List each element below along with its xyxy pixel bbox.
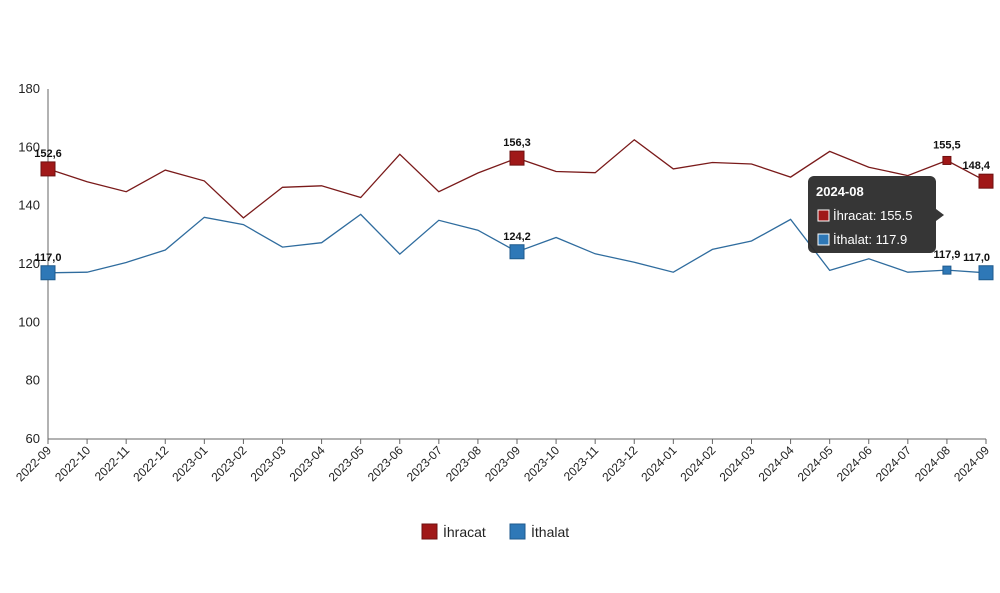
y-tick-label: 140 bbox=[18, 198, 40, 213]
y-tick-label: 120 bbox=[18, 256, 40, 271]
tooltip-title: 2024-08 bbox=[816, 184, 864, 199]
x-tick-label: 2023-05 bbox=[326, 443, 367, 484]
x-tick-label: 2024-08 bbox=[912, 443, 953, 484]
data-point-marker[interactable] bbox=[978, 173, 994, 189]
x-tick-label: 2023-10 bbox=[521, 443, 562, 484]
y-tick-label: 160 bbox=[18, 139, 40, 154]
data-label: 117,9 bbox=[933, 249, 960, 261]
data-label: 117,0 bbox=[35, 252, 62, 264]
y-tick-label: 180 bbox=[18, 81, 40, 96]
x-tick-label: 2023-08 bbox=[443, 443, 484, 484]
legend-label[interactable]: İhracat bbox=[443, 523, 486, 540]
data-point-marker[interactable] bbox=[40, 161, 56, 177]
data-label: 156,3 bbox=[503, 137, 531, 149]
x-tick-label: 2023-03 bbox=[248, 443, 289, 484]
data-point-marker[interactable] bbox=[40, 265, 56, 281]
legend-label[interactable]: İthalat bbox=[531, 523, 569, 540]
x-tick-label: 2024-09 bbox=[951, 443, 992, 484]
x-tick-label: 2023-11 bbox=[561, 443, 602, 484]
data-label: 155,5 bbox=[933, 139, 961, 151]
legend[interactable]: İhracat İthalat bbox=[421, 523, 569, 540]
x-tick-label: 2024-07 bbox=[873, 443, 914, 484]
x-tick-label: 2022-10 bbox=[52, 443, 93, 484]
tooltip: 2024-08 İhracat: 155.5 İthalat: 117.9 bbox=[808, 176, 944, 253]
data-point-marker[interactable] bbox=[942, 265, 952, 275]
data-label: 124,2 bbox=[503, 231, 531, 243]
y-tick-label: 80 bbox=[26, 373, 40, 388]
x-tick-label: 2022-11 bbox=[92, 443, 133, 484]
x-tick-label: 2023-06 bbox=[365, 443, 406, 484]
x-tick-label: 2023-01 bbox=[169, 443, 210, 484]
data-point-marker[interactable] bbox=[942, 155, 952, 165]
tooltip-pointer bbox=[936, 209, 944, 221]
x-tick-label: 2023-09 bbox=[482, 443, 523, 484]
series-markers[interactable] bbox=[40, 150, 994, 281]
y-tick-label: 100 bbox=[18, 314, 40, 329]
legend-swatch[interactable] bbox=[509, 523, 526, 540]
data-point-marker[interactable] bbox=[509, 244, 525, 260]
x-tick-label: 2024-06 bbox=[834, 443, 875, 484]
tooltip-box bbox=[808, 176, 936, 253]
x-tick-label: 2024-01 bbox=[638, 443, 679, 484]
x-tick-label: 2022-09 bbox=[13, 443, 54, 484]
x-tick-label: 2023-07 bbox=[404, 443, 445, 484]
data-point-marker[interactable] bbox=[978, 265, 994, 281]
tooltip-line: İhracat: 155.5 bbox=[833, 208, 913, 223]
y-tick-label: 60 bbox=[26, 431, 40, 446]
data-point-marker[interactable] bbox=[509, 150, 525, 166]
tooltip-swatch bbox=[817, 233, 830, 246]
x-tick-label: 2024-03 bbox=[717, 443, 758, 484]
x-tick-label: 2022-12 bbox=[130, 443, 171, 484]
legend-swatch[interactable] bbox=[421, 523, 438, 540]
tooltip-line: İthalat: 117.9 bbox=[833, 232, 907, 247]
data-label: 152,6 bbox=[34, 148, 62, 160]
x-tick-label: 2023-02 bbox=[208, 443, 249, 484]
x-tick-label: 2024-02 bbox=[677, 443, 718, 484]
x-tick-label: 2024-05 bbox=[795, 443, 836, 484]
x-tick-label: 2023-12 bbox=[599, 443, 640, 484]
x-tick-label: 2023-04 bbox=[287, 443, 328, 484]
data-label: 117,0 bbox=[963, 252, 990, 264]
tooltip-swatch bbox=[817, 209, 830, 222]
x-tick-label: 2024-04 bbox=[756, 443, 797, 484]
data-label: 148,4 bbox=[962, 160, 990, 172]
